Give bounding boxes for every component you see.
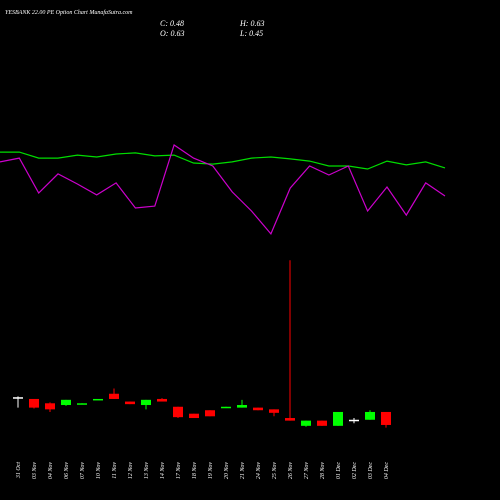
x-tick-label: 13 Nov	[144, 462, 150, 480]
candle-body	[221, 406, 231, 409]
x-tick-label: 03 Nov	[32, 462, 38, 480]
chart-title: YESBANK 22.00 PE Option Chart MunafaSutr…	[5, 9, 133, 16]
candle-body	[317, 420, 327, 426]
candle-body	[269, 409, 279, 413]
indicator-line	[0, 144, 446, 236]
x-tick-label: 27 Nov	[304, 462, 310, 480]
x-tick-label: 04 Dec	[383, 462, 390, 479]
x-tick-label: 11 Nov	[112, 462, 118, 479]
candle-body	[29, 398, 39, 408]
candle-body	[125, 401, 135, 405]
x-tick-label: 04 Nov	[47, 462, 54, 480]
summary-open: O: 0.63	[160, 29, 184, 38]
candle-body	[77, 403, 87, 405]
x-tick-label: 01 Dec	[336, 462, 342, 479]
x-tick-label: 10 Nov	[96, 462, 102, 480]
x-tick-label: 06 Nov	[64, 462, 70, 480]
candle-body	[157, 398, 167, 402]
candle-body	[173, 406, 183, 418]
x-tick-label: 25 Nov	[272, 462, 278, 480]
x-tick-label: 20 Nov	[224, 462, 230, 480]
x-tick-label: 14 Nov	[159, 462, 166, 480]
candle-body	[61, 399, 71, 406]
candle-body	[285, 418, 295, 421]
x-tick-label: 26 Nov	[288, 462, 294, 480]
candle-body	[189, 413, 199, 419]
candle-body	[253, 407, 263, 411]
candle-body	[93, 398, 103, 401]
summary-close: C: 0.48	[160, 19, 184, 28]
x-tick-label: 18 Nov	[192, 462, 198, 480]
x-tick-label: 03 Dec	[368, 462, 374, 479]
candle-body	[45, 403, 55, 410]
candle-body	[109, 393, 119, 399]
candle-body	[205, 410, 215, 417]
x-tick-label: 12 Nov	[128, 462, 134, 480]
x-tick-label: 07 Nov	[80, 462, 86, 480]
summary-low: L: 0.45	[239, 29, 263, 38]
candle-body	[381, 411, 391, 425]
candle-body	[13, 397, 23, 399]
x-tick-label: 17 Nov	[176, 462, 182, 480]
x-tick-label: 21 Nov	[240, 462, 246, 480]
candle-body	[349, 419, 359, 422]
candle-body	[333, 411, 343, 426]
candle-body	[141, 399, 151, 406]
x-tick-label: 28 Nov	[320, 462, 326, 480]
indicator-line	[0, 151, 446, 170]
x-tick-label: 02 Dec	[352, 462, 358, 479]
candle-body	[365, 411, 375, 420]
x-tick-label: 19 Nov	[208, 462, 214, 480]
x-tick-label: 31 Oct	[16, 462, 22, 479]
candle-body	[301, 420, 311, 426]
candle-body	[237, 405, 247, 408]
summary-high: H: 0.63	[239, 19, 264, 28]
x-tick-label: 24 Nov	[255, 462, 262, 480]
